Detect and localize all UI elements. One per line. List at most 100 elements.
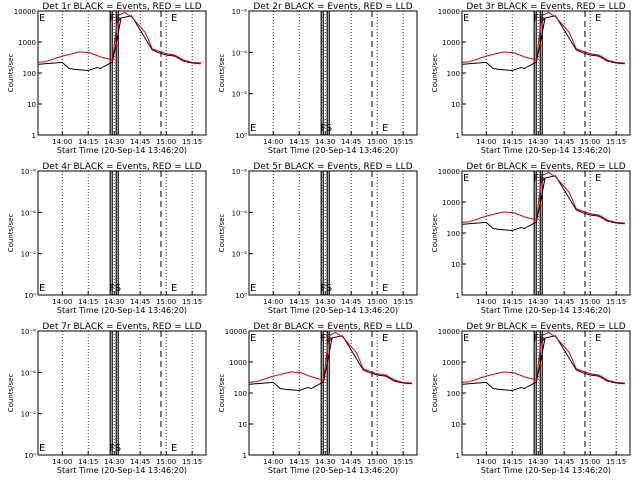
y-tick-label: 10⁻² [21, 411, 37, 419]
y-tick-label: 1 [32, 132, 36, 140]
panel-8: Det 8r BLACK = Events, RED = LLD 14:00 14:… [218, 322, 418, 475]
x-axis-label: Start Time (20-Sep-14 13:46:20) [57, 306, 187, 315]
x-tick-label: 15:00 [580, 458, 600, 466]
x-tick-label: 14:30 [104, 298, 124, 306]
y-tick-label: 10⁻⁴ [21, 209, 37, 217]
y-tick-label: 10⁻⁴ [232, 49, 248, 57]
y-tick-label: 1 [243, 452, 247, 460]
plot-frame [248, 330, 418, 456]
y-tick-label: 10⁰ [24, 452, 36, 460]
x-tick-label: 14:45 [130, 458, 150, 466]
x-axis-label: Start Time (20-Sep-14 13:46:20) [57, 466, 187, 475]
x-tick-label: 14:30 [315, 458, 335, 466]
y-tick-label: 10 [238, 421, 247, 429]
y-axis-label: Counts/sec [218, 214, 226, 253]
y-tick-label: 10⁻⁴ [232, 209, 248, 217]
e-marker-label: E [39, 283, 45, 294]
e-marker-label: E [39, 13, 45, 24]
panel-title: Det 1r BLACK = Events, RED = LLD [42, 2, 201, 12]
panel-4: Det 4r BLACK = Events, RED = LLD 14:00 14:… [7, 162, 207, 315]
e-marker-label: E [595, 333, 601, 344]
panel-5: Det 5r BLACK = Events, RED = LLD 14:00 14:… [218, 162, 418, 315]
y-tick-label: 10000 [438, 8, 460, 16]
lld-series-line [461, 331, 625, 384]
y-tick-label: 1000 [442, 39, 460, 47]
y-tick-label: 10⁻⁶ [21, 168, 37, 176]
y-tick-label: 1000 [442, 359, 460, 367]
x-tick-label: 14:45 [341, 298, 361, 306]
x-tick-label: 14:45 [130, 138, 150, 146]
e-marker-label: E [463, 13, 469, 24]
panel-title: Det 2r BLACK = Events, RED = LLD [253, 2, 412, 12]
x-tick-label: 15:15 [606, 298, 626, 306]
events-series-line [37, 15, 201, 72]
x-tick-label: 14:30 [315, 138, 335, 146]
y-axis-label: Counts/sec [7, 214, 15, 253]
panel-title: Det 5r BLACK = Events, RED = LLD [253, 162, 412, 172]
x-tick-label: 14:30 [104, 138, 124, 146]
y-tick-label: 100 [447, 390, 460, 398]
x-tick-label: 15:00 [367, 458, 387, 466]
x-axis-label: Start Time (20-Sep-14 13:46:20) [481, 466, 611, 475]
y-axis-label: Counts/sec [431, 54, 439, 93]
y-tick-label: 10⁰ [235, 132, 247, 140]
panel-title: Det 9r BLACK = Events, RED = LLD [466, 322, 625, 332]
lld-series-line [461, 11, 625, 64]
panel-6: Det 6r BLACK = Events, RED = LLD 14:00 14:… [431, 162, 631, 315]
y-tick-label: 1000 [442, 199, 460, 207]
x-tick-label: 15:00 [156, 298, 176, 306]
panel-7: Det 7r BLACK = Events, RED = LLD 14:00 14:… [7, 322, 207, 475]
panel-9: Det 9r BLACK = Events, RED = LLD 14:00 14:… [431, 322, 631, 475]
y-tick-label: 10⁻⁴ [21, 369, 37, 377]
x-tick-label: 14:30 [104, 458, 124, 466]
plot-frame [37, 330, 207, 456]
y-tick-label: 10⁰ [235, 292, 247, 300]
y-tick-label: 10 [451, 101, 460, 109]
lld-series-line [37, 11, 201, 64]
y-tick-label: 10 [451, 261, 460, 269]
x-tick-label: 15:15 [393, 298, 413, 306]
e-marker-label: E [463, 333, 469, 344]
x-tick-label: 15:00 [580, 138, 600, 146]
e-marker-label: E [250, 123, 256, 134]
panel-2: Det 2r BLACK = Events, RED = LLD 14:00 14:… [218, 2, 418, 155]
e-marker-label: E [382, 123, 388, 134]
x-tick-label: 14:15 [78, 298, 98, 306]
x-tick-label: 14:15 [502, 458, 522, 466]
x-tick-label: 14:45 [554, 458, 574, 466]
x-tick-label: 15:00 [367, 298, 387, 306]
x-tick-label: 14:00 [476, 298, 496, 306]
x-tick-label: 14:00 [52, 138, 72, 146]
plot-frame [37, 170, 207, 296]
y-tick-label: 10⁰ [24, 292, 36, 300]
y-tick-label: 1000 [229, 359, 247, 367]
e-marker-label: E [382, 283, 388, 294]
e-marker-label: E [595, 173, 601, 184]
x-tick-label: 14:00 [52, 458, 72, 466]
y-tick-label: 1 [456, 132, 460, 140]
e-marker-label: E [171, 443, 177, 454]
e-marker-label: E [171, 13, 177, 24]
y-tick-label: 100 [447, 70, 460, 78]
x-axis-label: Start Time (20-Sep-14 13:46:20) [268, 146, 398, 155]
x-tick-label: 14:45 [554, 138, 574, 146]
x-axis-label: Start Time (20-Sep-14 13:46:20) [268, 466, 398, 475]
e-marker-label: E [382, 333, 388, 344]
y-axis-label: Counts/sec [218, 374, 226, 413]
plot-frame [37, 10, 207, 136]
x-tick-label: 14:00 [52, 298, 72, 306]
plot-frame [248, 170, 418, 296]
fs-marker-label: FS [109, 443, 121, 454]
x-tick-label: 14:00 [476, 138, 496, 146]
x-axis-label: Start Time (20-Sep-14 13:46:20) [268, 306, 398, 315]
x-tick-label: 14:30 [528, 138, 548, 146]
x-tick-label: 14:30 [315, 298, 335, 306]
x-tick-label: 14:15 [289, 298, 309, 306]
fs-marker-label: FS [533, 13, 545, 24]
x-tick-label: 15:15 [393, 458, 413, 466]
x-tick-label: 15:15 [606, 138, 626, 146]
fs-marker-label: FS [320, 333, 332, 344]
y-tick-label: 10000 [14, 8, 36, 16]
x-tick-label: 14:15 [502, 138, 522, 146]
e-marker-label: E [595, 13, 601, 24]
